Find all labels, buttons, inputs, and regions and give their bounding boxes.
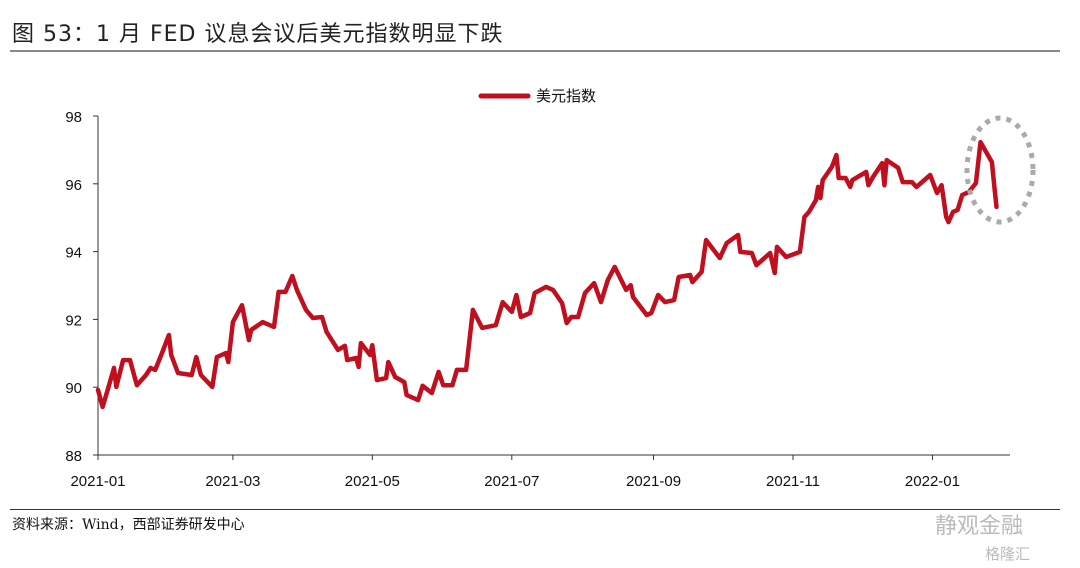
x-tick-label: 2021-03 (205, 473, 260, 490)
legend: 美元指数 (478, 87, 596, 105)
x-tick-label: 2021-01 (70, 473, 125, 490)
y-tick-label: 98 (65, 109, 82, 126)
x-tick-label: 2022-01 (905, 473, 960, 490)
axes: 88 90 92 94 96 98 2021-01 2021-03 2021-05 2021-07… (65, 109, 1010, 490)
highlight-ellipse (964, 115, 1036, 225)
x-tick-label: 2021-05 (345, 473, 400, 490)
plot-area (95, 139, 999, 410)
x-tick-label: 2021-07 (484, 473, 539, 490)
title-divider (10, 50, 1060, 52)
series-line-usd-index (95, 139, 999, 410)
footer-divider (10, 509, 1060, 510)
watermark-jingguan: 静观金融 (935, 514, 1024, 539)
y-tick-label: 90 (65, 380, 82, 397)
y-tick-label: 96 (65, 177, 82, 194)
chart-title: 图 53：1 月 FED 议息会议后美元指数明显下跌 (12, 22, 504, 47)
x-tick-label: 2021-09 (626, 473, 681, 490)
y-tick-label: 88 (65, 448, 82, 465)
legend-label: 美元指数 (536, 87, 596, 105)
y-tick-label: 92 (65, 312, 82, 329)
y-tick-label: 94 (65, 245, 82, 262)
source-note: 资料来源：Wind，西部证券研发中心 (12, 517, 245, 533)
watermark-gelonghui: 格隆汇 (985, 545, 1031, 563)
x-tick-label: 2021-11 (766, 473, 820, 490)
